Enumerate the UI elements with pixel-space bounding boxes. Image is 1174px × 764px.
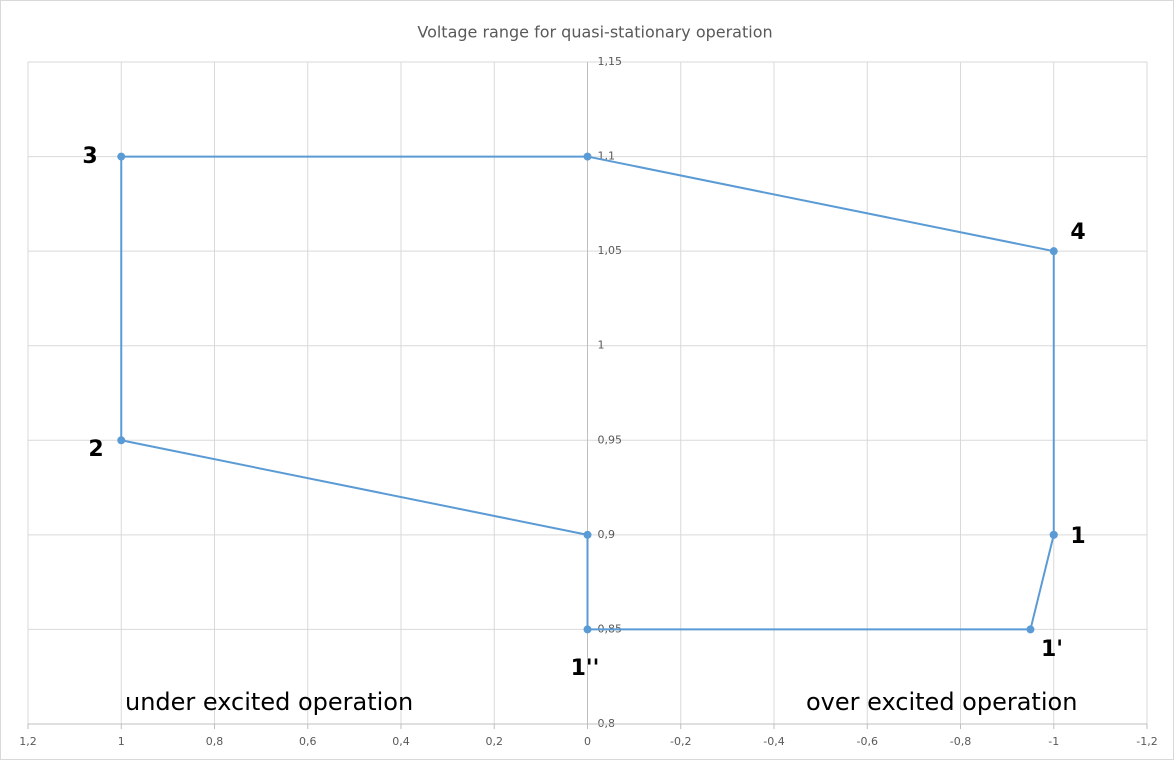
y-tick-label: 0,9	[598, 528, 616, 541]
annotation: 1''	[571, 656, 600, 681]
x-tick-label: 0,4	[392, 735, 410, 748]
y-tick-label: 1	[598, 339, 605, 352]
annotation: under excited operation	[125, 688, 413, 716]
data-point	[1049, 247, 1058, 256]
data-point	[1026, 625, 1035, 634]
x-tick-label: 0,2	[486, 735, 504, 748]
annotation: 3	[82, 144, 97, 169]
y-tick-label: 0,95	[598, 433, 623, 446]
data-point	[583, 530, 592, 539]
x-tick-label: 0	[584, 735, 591, 748]
x-tick-label: -0,6	[857, 735, 878, 748]
y-tick-label: 1,15	[598, 55, 623, 68]
data-point	[583, 152, 592, 161]
x-tick-label: 1	[118, 735, 125, 748]
x-tick-label: 0,8	[206, 735, 224, 748]
x-tick-label: -0,8	[950, 735, 971, 748]
x-tick-label: 0,6	[299, 735, 317, 748]
data-point	[117, 436, 126, 445]
x-tick-label: -1,2	[1136, 735, 1157, 748]
data-point	[1049, 530, 1058, 539]
annotation: over excited operation	[806, 688, 1077, 716]
y-tick-label: 1,05	[598, 244, 623, 257]
data-point	[583, 625, 592, 634]
annotation: 1'	[1041, 637, 1063, 662]
data-point	[117, 152, 126, 161]
x-tick-label: -0,4	[763, 735, 784, 748]
x-tick-label: -0,2	[670, 735, 691, 748]
annotation: 1	[1070, 524, 1085, 549]
chart-title: Voltage range for quasi-stationary opera…	[417, 23, 772, 42]
annotation: 2	[88, 437, 103, 462]
annotation: 4	[1070, 220, 1085, 245]
x-tick-label: -1	[1048, 735, 1059, 748]
x-tick-label: 1,2	[19, 735, 37, 748]
